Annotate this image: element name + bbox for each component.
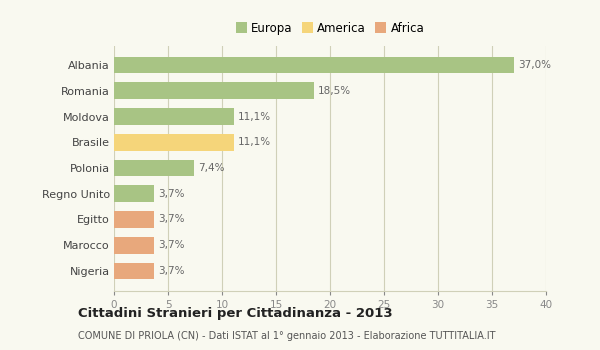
Text: 3,7%: 3,7% <box>158 266 185 276</box>
Bar <box>114 57 514 74</box>
Text: 3,7%: 3,7% <box>158 215 185 224</box>
Text: Cittadini Stranieri per Cittadinanza - 2013: Cittadini Stranieri per Cittadinanza - 2… <box>78 307 392 320</box>
Bar <box>114 108 234 125</box>
Text: 3,7%: 3,7% <box>158 189 185 199</box>
Text: 37,0%: 37,0% <box>518 60 551 70</box>
Text: COMUNE DI PRIOLA (CN) - Dati ISTAT al 1° gennaio 2013 - Elaborazione TUTTITALIA.: COMUNE DI PRIOLA (CN) - Dati ISTAT al 1°… <box>78 331 496 341</box>
Bar <box>114 82 314 99</box>
Bar <box>114 211 154 228</box>
Text: 11,1%: 11,1% <box>238 137 271 147</box>
Bar <box>114 160 194 176</box>
Bar <box>114 237 154 254</box>
Text: 18,5%: 18,5% <box>318 86 351 96</box>
Bar <box>114 262 154 279</box>
Legend: Europa, America, Africa: Europa, America, Africa <box>233 20 427 37</box>
Bar <box>114 186 154 202</box>
Bar <box>114 134 234 150</box>
Text: 7,4%: 7,4% <box>198 163 225 173</box>
Text: 11,1%: 11,1% <box>238 112 271 121</box>
Text: 3,7%: 3,7% <box>158 240 185 250</box>
